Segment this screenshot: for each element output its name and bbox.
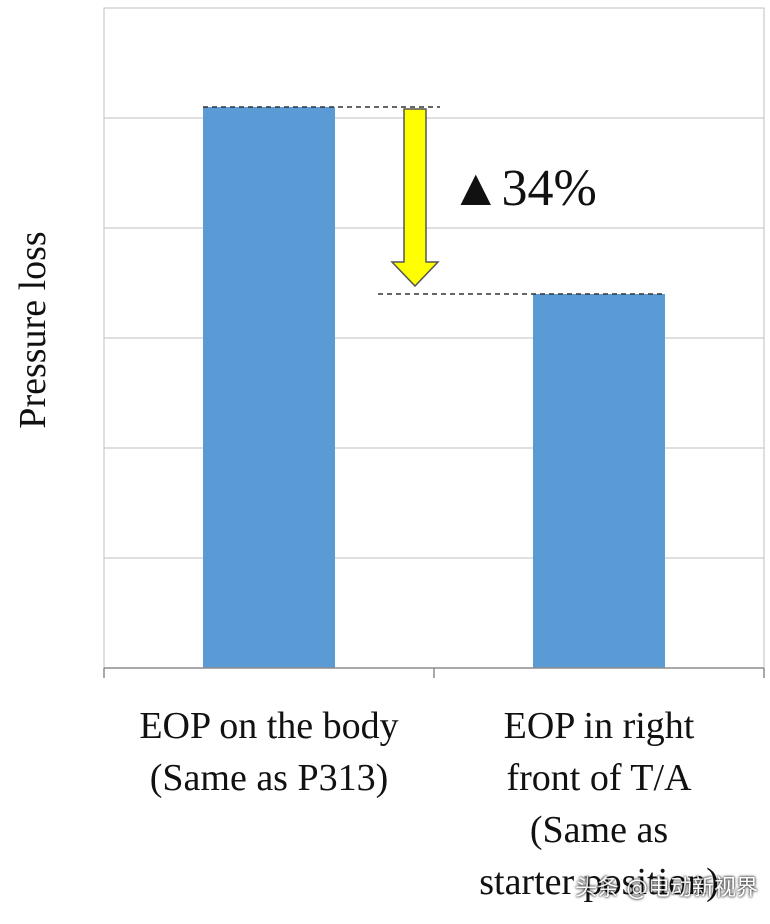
decrease-annotation: ▲34% <box>450 160 597 217</box>
y-axis-label: Pressure loss <box>12 231 54 428</box>
category-label-1-line-0: EOP in right <box>504 705 695 747</box>
category-label-0: EOP on the body (Same as P313) <box>139 705 398 799</box>
bar-0 <box>203 107 335 668</box>
category-label-1-line-1: front of T/A <box>506 757 692 799</box>
category-label-1: EOP in right front of T/A (Same as starter … <box>479 705 719 903</box>
arrow-shape <box>390 108 440 288</box>
category-label-1-line-2: (Same as <box>530 809 668 851</box>
category-label-1-line-3: starter position) <box>479 861 719 903</box>
reference-lines <box>203 106 665 295</box>
watermark: 头条 @电动新视界 <box>575 876 758 901</box>
bars <box>203 107 665 668</box>
decrease-arrow <box>390 108 440 288</box>
category-label-0-line-1: (Same as P313) <box>150 757 389 799</box>
category-labels: EOP on the body (Same as P313) EOP in righ… <box>139 705 718 903</box>
category-label-0-line-0: EOP on the body <box>139 705 398 747</box>
bar-1 <box>533 294 665 668</box>
axes <box>103 667 765 678</box>
